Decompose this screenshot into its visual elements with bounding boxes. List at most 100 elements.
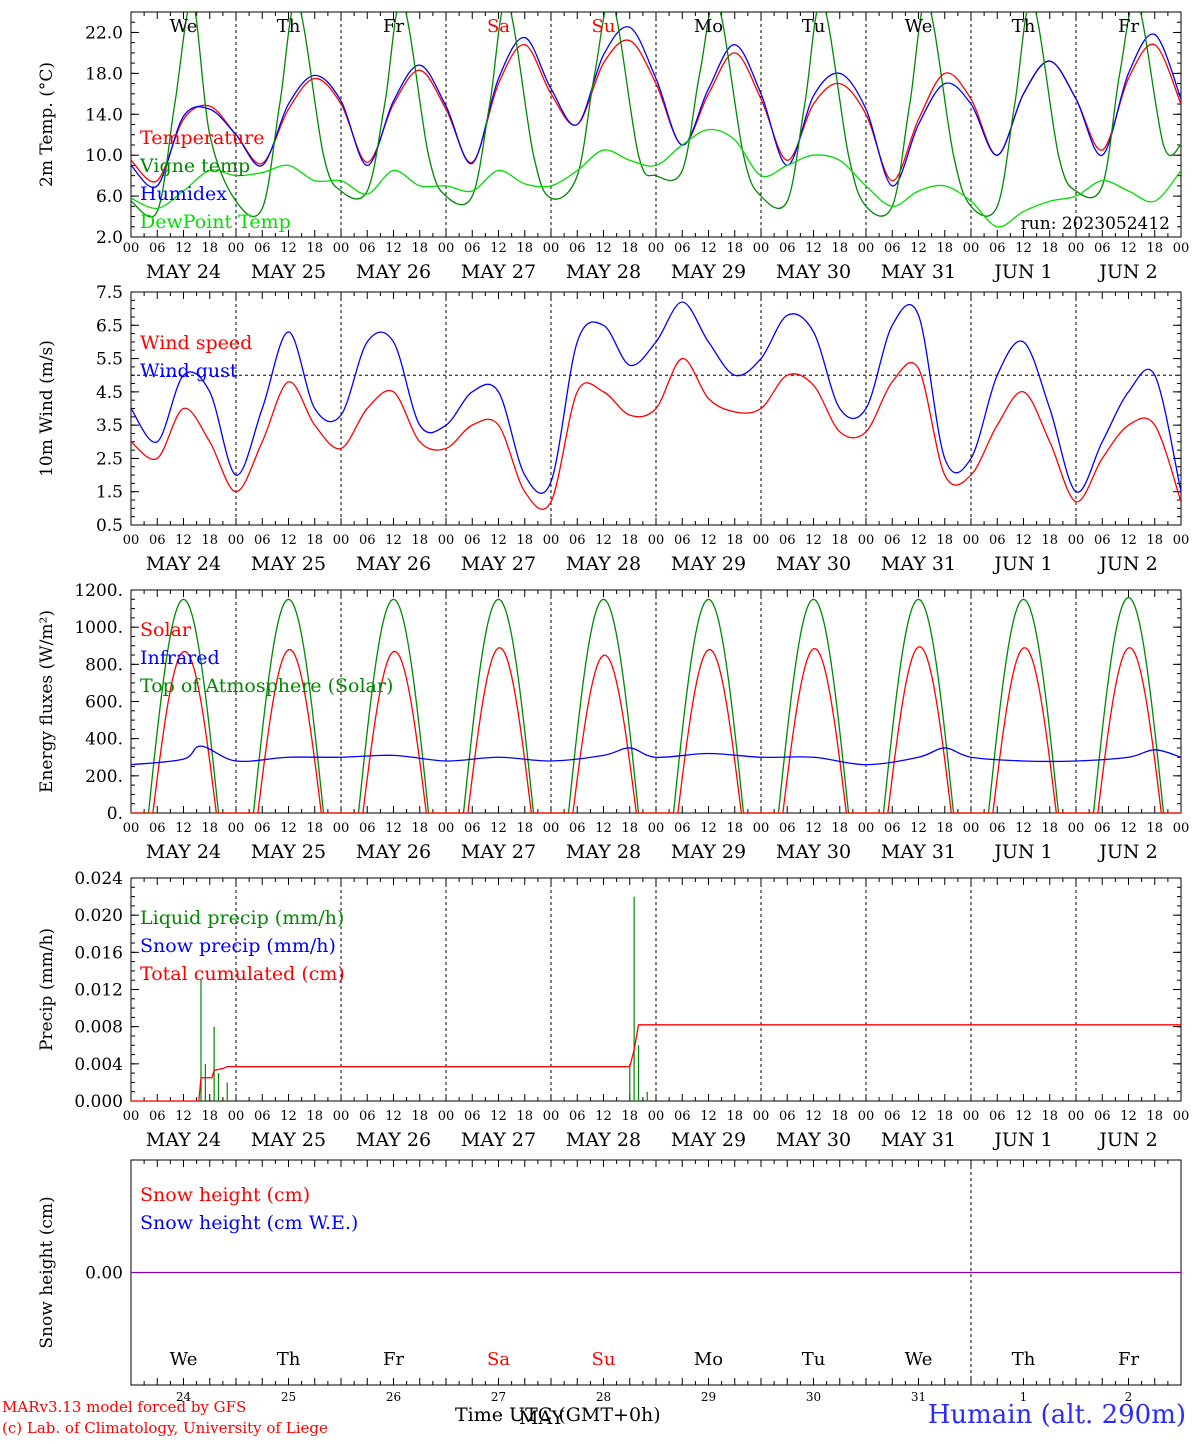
hour-label: 00 (963, 241, 980, 256)
hour-label: 12 (1120, 821, 1137, 836)
day-name: Mo (694, 1349, 723, 1370)
date-label: MAY 24 (146, 1129, 221, 1151)
legend-entry: Solar (140, 619, 192, 641)
date-label: JUN 2 (1097, 553, 1157, 575)
x-axis-title: Time UTC (GMT+0h) (455, 1404, 661, 1426)
y-tick-label: 0.004 (74, 1055, 123, 1075)
date-label: JUN 1 (992, 1129, 1052, 1151)
date-label: MAY 29 (671, 1129, 746, 1151)
date-label: MAY 25 (251, 553, 326, 575)
day-name: Su (592, 1349, 616, 1370)
hour-label: 12 (280, 241, 297, 256)
hour-label: 18 (306, 821, 323, 836)
hour-label: 18 (516, 241, 533, 256)
date-label: MAY 29 (671, 261, 746, 283)
series-line-vigne-temp (131, 12, 1181, 218)
hour-label: 12 (175, 241, 192, 256)
day-number: 30 (806, 1390, 821, 1404)
hour-label: 12 (595, 241, 612, 256)
hour-label: 06 (674, 533, 691, 548)
legend-entry: Snow height (cm) (140, 1184, 310, 1206)
y-axis-label: 2m Temp. (°C) (37, 62, 57, 187)
y-tick-label: 6.5 (96, 316, 123, 336)
hour-label: 18 (306, 241, 323, 256)
hour-label: 06 (989, 241, 1006, 256)
series-line-solar (131, 646, 1181, 813)
date-label: MAY 27 (461, 553, 536, 575)
hour-label: 06 (254, 241, 271, 256)
hour-label: 00 (228, 533, 245, 548)
hour-label: 06 (464, 1109, 481, 1124)
date-label: MAY 28 (566, 261, 641, 283)
day-name: Tu (802, 16, 826, 37)
day-name: Tu (802, 1349, 826, 1370)
date-label: MAY 24 (146, 841, 221, 863)
y-axis-label: Snow height (cm) (37, 1196, 57, 1348)
hour-label: 00 (963, 1109, 980, 1124)
hour-label: 12 (280, 1109, 297, 1124)
day-name: Su (592, 16, 616, 37)
hour-label: 12 (910, 821, 927, 836)
hour-label: 06 (149, 241, 166, 256)
hour-label: 18 (201, 1109, 218, 1124)
y-tick-label: 7.5 (96, 283, 123, 303)
hour-label: 00 (123, 1109, 140, 1124)
legend-entry: Snow height (cm W.E.) (140, 1212, 358, 1234)
hour-label: 18 (1041, 241, 1058, 256)
date-label: MAY 27 (461, 261, 536, 283)
hour-label: 06 (359, 533, 376, 548)
series-line-total-cumulated-cm- (131, 1024, 1181, 1101)
hour-label: 12 (1015, 821, 1032, 836)
hour-label: 12 (910, 533, 927, 548)
legend-entry: Humidex (140, 183, 227, 205)
day-name: We (170, 16, 198, 37)
hour-label: 18 (306, 533, 323, 548)
hour-label: 00 (1068, 533, 1085, 548)
plot-frame (130, 589, 1182, 814)
hour-label: 06 (359, 1109, 376, 1124)
hour-label: 12 (1120, 1109, 1137, 1124)
hour-label: 00 (753, 821, 770, 836)
hour-label: 12 (910, 241, 927, 256)
hour-label: 12 (490, 821, 507, 836)
hour-label: 18 (726, 1109, 743, 1124)
hour-label: 06 (464, 821, 481, 836)
hour-label: 06 (884, 821, 901, 836)
day-name: Fr (1118, 1349, 1139, 1370)
day-number: 26 (386, 1390, 401, 1404)
hour-label: 18 (1041, 821, 1058, 836)
date-label: MAY 30 (776, 553, 851, 575)
legend-entry: Liquid precip (mm/h) (140, 907, 344, 929)
run-annotation: run: 2023052412 (1021, 214, 1170, 234)
date-label: JUN 1 (992, 553, 1052, 575)
hour-label: 18 (936, 821, 953, 836)
date-label: MAY 26 (356, 261, 431, 283)
hour-label: 18 (201, 821, 218, 836)
date-label: JUN 2 (1097, 261, 1157, 283)
y-tick-label: 1000. (74, 618, 123, 638)
model-credit: MARv3.13 model forced by GFS (2, 1398, 247, 1416)
legend-entry: Snow precip (mm/h) (140, 935, 336, 957)
hour-label: 00 (963, 533, 980, 548)
hour-label: 06 (1094, 821, 1111, 836)
hour-label: 18 (621, 821, 638, 836)
hour-label: 12 (595, 533, 612, 548)
hour-label: 12 (910, 1109, 927, 1124)
date-label: MAY 25 (251, 1129, 326, 1151)
panel-snow (130, 1159, 1182, 1386)
date-label: MAY 30 (776, 1129, 851, 1151)
date-label: JUN 1 (992, 261, 1052, 283)
legend-entry: Total cumulated (cm) (140, 963, 345, 985)
hour-label: 00 (438, 1109, 455, 1124)
hour-label: 18 (1146, 1109, 1163, 1124)
hour-label: 06 (359, 821, 376, 836)
hour-label: 06 (779, 533, 796, 548)
hour-label: 18 (1041, 533, 1058, 548)
x-axis-title-overlay: MAY (519, 1407, 564, 1429)
y-tick-label: 6.0 (96, 187, 123, 207)
legend-entry: Temperature (140, 127, 264, 149)
date-label: MAY 31 (881, 261, 956, 283)
hour-label: 00 (228, 821, 245, 836)
hour-label: 12 (595, 1109, 612, 1124)
